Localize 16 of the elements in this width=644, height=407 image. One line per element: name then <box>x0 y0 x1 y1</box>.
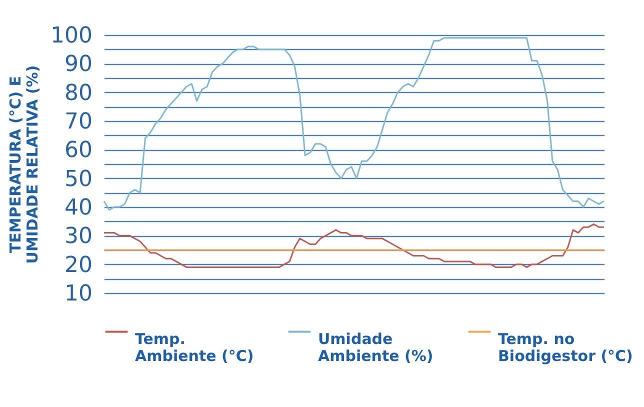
y-tick-label: 20 <box>64 252 92 278</box>
y-tick-label: 30 <box>64 224 92 250</box>
y-tick-label: 60 <box>64 138 92 164</box>
y-tick-label: 10 <box>64 282 92 306</box>
line-series <box>103 37 605 211</box>
y-axis-title: TEMPERATURA (°C) E UMIDADE RELATIVA (%) <box>6 65 42 264</box>
legend-label: Umidade Ambiente (%) <box>318 330 434 365</box>
legend-label: Temp. no Biodigestor (°C) <box>498 330 633 365</box>
y-tick-label: 100 <box>50 24 92 48</box>
legend-label: Temp. Ambiente (°C) <box>135 330 254 365</box>
y-tick-label: 40 <box>64 196 92 220</box>
line-series <box>103 223 605 268</box>
y-tick-label: 80 <box>64 80 92 106</box>
y-tick-label: 50 <box>64 166 92 192</box>
y-tick-label: 70 <box>64 110 92 134</box>
y-tick-label: 90 <box>64 52 92 78</box>
